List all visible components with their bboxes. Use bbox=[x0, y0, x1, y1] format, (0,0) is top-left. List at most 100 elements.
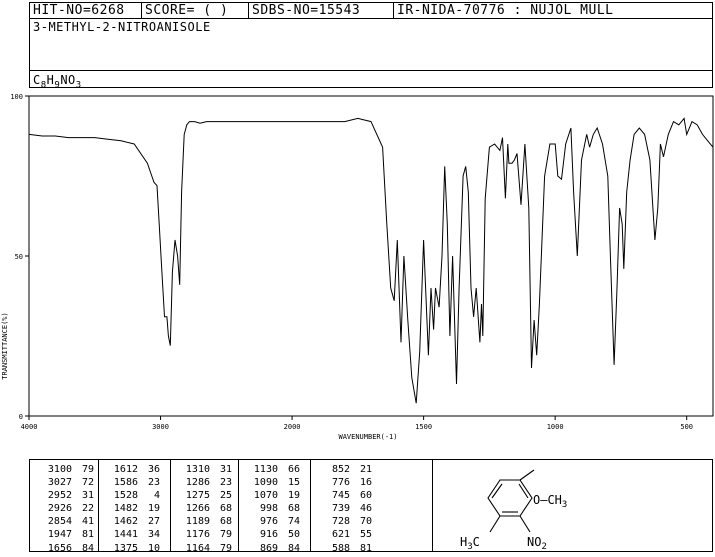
benzene-ring bbox=[487, 469, 535, 533]
peak-wavenumber: 1586 bbox=[113, 477, 138, 489]
peak-wavenumber: 2952 bbox=[47, 490, 72, 502]
peak-row: 621 55 bbox=[314, 528, 372, 541]
peak-row: 1275 25 bbox=[174, 489, 232, 502]
peak-wavenumber: 916 bbox=[259, 529, 278, 541]
peak-transmittance: 23 bbox=[219, 477, 232, 489]
peak-row: 976 74 bbox=[242, 515, 300, 528]
peak-wavenumber: 3027 bbox=[47, 477, 72, 489]
peak-row: 2952 31 bbox=[36, 489, 94, 502]
peak-row: 1286 23 bbox=[174, 476, 232, 489]
peak-row: 739 46 bbox=[314, 502, 372, 515]
structure-panel: O—CH3 H3C NO2 bbox=[433, 459, 713, 552]
peak-row: 745 60 bbox=[314, 489, 372, 502]
y-tick-label: 50 bbox=[15, 253, 23, 261]
peak-column: 852 21 776 16 745 60 739 46 728 70 621 55 588 81 bbox=[314, 463, 372, 555]
ir-spectrum-chart: 4000 3000 2000 1500 1000 500 0 50 100 WAVENUMBER… bbox=[1, 93, 714, 441]
peak-transmittance: 22 bbox=[81, 503, 94, 515]
peak-wavenumber: 1482 bbox=[113, 503, 138, 515]
peak-column: 1310 31 1286 23 1275 25 1266 68 1189 68 1176 79 1164… bbox=[174, 463, 232, 555]
peak-wavenumber: 728 bbox=[331, 516, 350, 528]
peak-transmittance: 68 bbox=[219, 516, 232, 528]
peak-wavenumber: 976 bbox=[259, 516, 278, 528]
header-info-row: HIT-NO=6268 SCORE= ( ) SDBS-NO=15543 IR-… bbox=[30, 3, 712, 19]
peak-row: 728 70 bbox=[314, 515, 372, 528]
peak-row: 1070 19 bbox=[242, 489, 300, 502]
peak-row: 869 84 bbox=[242, 542, 300, 555]
y-tick-label: 0 bbox=[19, 413, 23, 421]
peak-wavenumber: 1176 bbox=[185, 529, 210, 541]
peak-column: 1130 66 1090 15 1070 19 998 68 976 74 916 50 869 84 bbox=[242, 463, 300, 555]
formula-c-count: 8 bbox=[40, 80, 47, 91]
peak-wavenumber: 745 bbox=[331, 490, 350, 502]
peak-wavenumber: 621 bbox=[331, 529, 350, 541]
nitro-label: NO2 bbox=[527, 535, 547, 552]
molecular-formula: C8H9NO3 bbox=[33, 73, 82, 90]
peak-transmittance: 55 bbox=[359, 529, 372, 541]
hit-number: HIT-NO=6268 bbox=[33, 3, 125, 18]
peak-row: 1462 27 bbox=[102, 515, 160, 528]
x-tick-label: 500 bbox=[680, 423, 693, 431]
peak-row: 1266 68 bbox=[174, 502, 232, 515]
formula-c: C bbox=[33, 73, 41, 87]
peak-wavenumber: 1656 bbox=[47, 542, 72, 554]
peak-row: 1947 81 bbox=[36, 528, 94, 541]
peak-wavenumber: 2854 bbox=[47, 516, 72, 528]
peak-transmittance: 84 bbox=[287, 542, 300, 554]
peak-transmittance: 23 bbox=[147, 477, 160, 489]
peak-wavenumber: 1130 bbox=[253, 464, 278, 475]
peak-transmittance: 84 bbox=[81, 542, 94, 554]
peak-row: 998 68 bbox=[242, 502, 300, 515]
score: SCORE= ( ) bbox=[145, 3, 229, 18]
peak-transmittance: 10 bbox=[147, 542, 160, 554]
y-tick-label: 100 bbox=[10, 93, 23, 101]
peak-row: 1441 34 bbox=[102, 528, 160, 541]
peak-wavenumber: 776 bbox=[331, 477, 350, 489]
peak-transmittance: 68 bbox=[219, 503, 232, 515]
formula-o-count: 3 bbox=[75, 80, 82, 91]
peak-column-divider bbox=[170, 460, 171, 551]
peak-row: 1189 68 bbox=[174, 515, 232, 528]
peak-transmittance: 27 bbox=[147, 516, 160, 528]
x-axis-label: WAVENUMBER(-1) bbox=[338, 433, 397, 441]
peak-row: 1482 19 bbox=[102, 502, 160, 515]
peak-wavenumber: 852 bbox=[331, 464, 350, 475]
peak-wavenumber: 1164 bbox=[185, 542, 210, 554]
peak-transmittance: 19 bbox=[147, 503, 160, 515]
peak-row: 2926 22 bbox=[36, 502, 94, 515]
x-tick-label: 3000 bbox=[152, 423, 169, 431]
peak-transmittance: 66 bbox=[287, 464, 300, 475]
peak-wavenumber: 1612 bbox=[113, 464, 138, 475]
x-tick-label: 4000 bbox=[21, 423, 38, 431]
peak-transmittance: 79 bbox=[219, 529, 232, 541]
formula-no: NO bbox=[60, 73, 76, 87]
peak-column-divider bbox=[98, 460, 99, 551]
peak-transmittance: 34 bbox=[147, 529, 160, 541]
peak-transmittance: 25 bbox=[219, 490, 232, 502]
peak-transmittance: 46 bbox=[359, 503, 372, 515]
header-divider bbox=[393, 3, 394, 18]
peak-wavenumber: 3100 bbox=[47, 464, 72, 475]
peak-transmittance: 16 bbox=[359, 477, 372, 489]
peak-transmittance: 72 bbox=[81, 477, 94, 489]
peak-transmittance: 19 bbox=[287, 490, 300, 502]
peak-row: 1612 36 bbox=[102, 463, 160, 476]
peak-wavenumber: 1275 bbox=[185, 490, 210, 502]
peak-transmittance: 79 bbox=[219, 542, 232, 554]
x-tick-label: 2000 bbox=[284, 423, 301, 431]
peak-column-divider bbox=[310, 460, 311, 551]
peak-wavenumber: 588 bbox=[331, 542, 350, 554]
peak-row: 1375 10 bbox=[102, 542, 160, 555]
peak-row: 588 81 bbox=[314, 542, 372, 555]
peak-row: 1656 84 bbox=[36, 542, 94, 555]
peak-transmittance: 81 bbox=[81, 529, 94, 541]
peak-transmittance: 50 bbox=[287, 529, 300, 541]
peak-row: 852 21 bbox=[314, 463, 372, 476]
spectrum-line bbox=[28, 117, 714, 404]
peak-column: 3100 79 3027 72 2952 31 2926 22 2854 41 1947 81 1656… bbox=[36, 463, 94, 555]
peak-transmittance: 60 bbox=[359, 490, 372, 502]
peak-wavenumber: 1070 bbox=[253, 490, 278, 502]
peak-wavenumber: 1286 bbox=[185, 477, 210, 489]
methyl-label: H3C bbox=[460, 535, 480, 552]
peak-transmittance: 21 bbox=[359, 464, 372, 475]
peak-wavenumber: 869 bbox=[259, 542, 278, 554]
